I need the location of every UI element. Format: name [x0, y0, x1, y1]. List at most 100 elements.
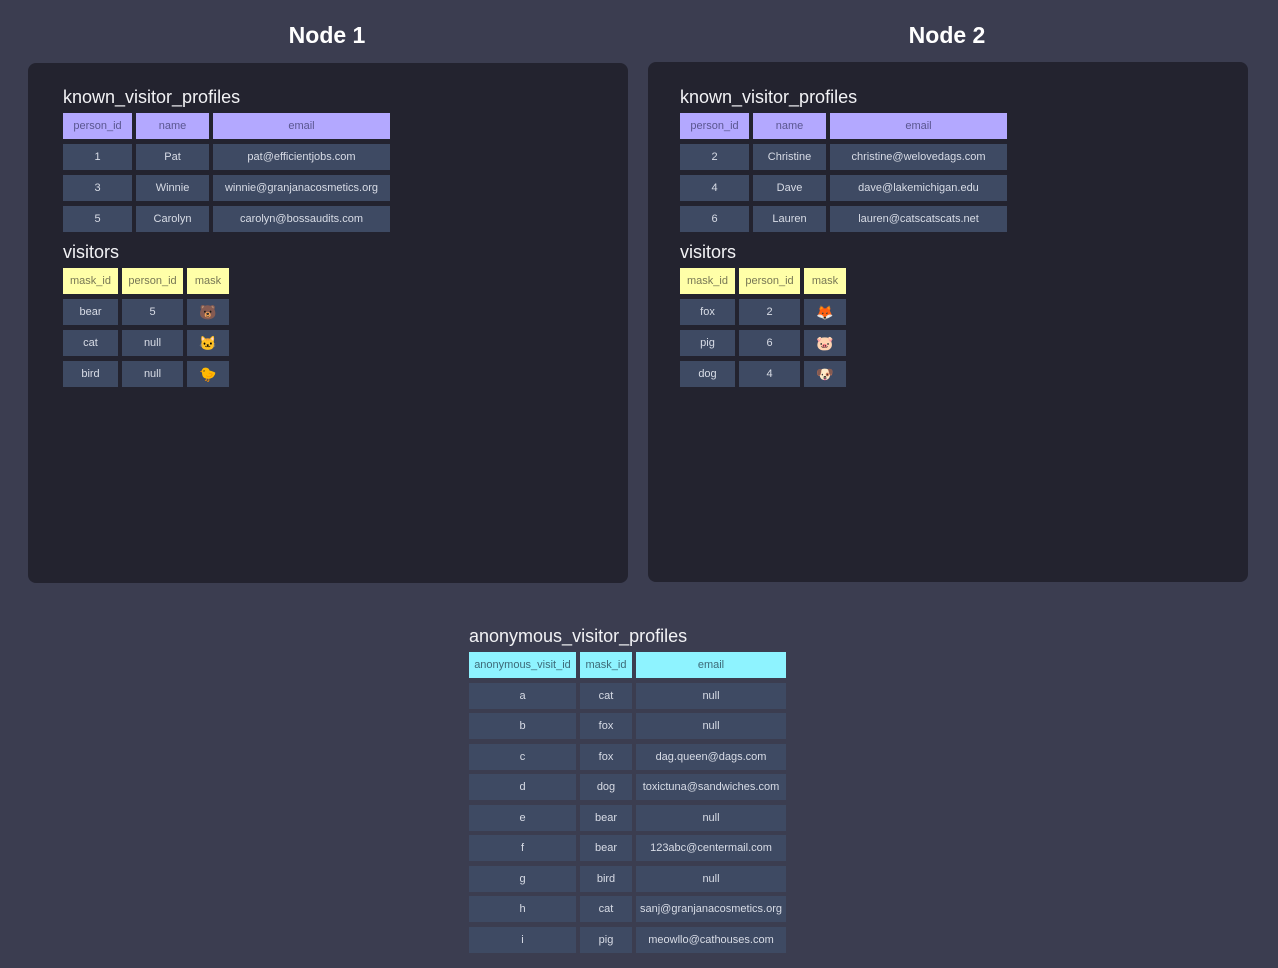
column-header: mask_id	[63, 268, 118, 294]
table-cell: null	[636, 865, 786, 892]
node-1-visitors: visitors mask_id person_id mask bear 5 🐻 cat nul…	[63, 240, 229, 392]
table-cell: a	[469, 682, 576, 709]
table-cell: fox	[680, 299, 735, 325]
table-row: g bird null	[469, 865, 786, 892]
table-cell: 1	[63, 144, 132, 170]
table-row: h cat sanj@granjanacosmetics.org	[469, 896, 786, 922]
mask-emoji-icon: 🐤	[187, 361, 229, 387]
table-cell: 4	[680, 175, 749, 201]
table-row: 1 Pat pat@efficientjobs.com	[63, 144, 390, 170]
table-cell: 4	[739, 361, 800, 387]
table-row: 4 Dave dave@lakemichigan.edu	[680, 175, 1007, 201]
table-name: anonymous_visitor_profiles	[469, 626, 688, 646]
node-2-title: Node 2	[908, 22, 986, 48]
table-name: known_visitor_profiles	[680, 87, 858, 107]
table-cell: 5	[122, 299, 183, 325]
mask-emoji-icon: 🐻	[187, 299, 229, 325]
table-cell: b	[469, 713, 576, 739]
table-cell: Dave	[753, 175, 826, 201]
table-cell: 123abc@centermail.com	[636, 835, 786, 861]
mask-emoji-icon: 🦊	[804, 299, 846, 325]
table-cell: Christine	[753, 144, 826, 170]
table-row: bear 5 🐻	[63, 299, 229, 325]
table-cell: dog	[580, 774, 632, 800]
table-cell: bird	[63, 361, 118, 387]
table-cell: null	[122, 330, 183, 356]
table-cell: e	[469, 804, 576, 831]
table-cell: Pat	[136, 144, 209, 170]
column-header: anonymous_visit_id	[469, 652, 576, 678]
table-row: f bear 123abc@centermail.com	[469, 835, 786, 861]
column-header: mask	[804, 268, 846, 294]
column-header: mask_id	[680, 268, 735, 294]
table-row: b fox null	[469, 713, 786, 739]
column-header: email	[213, 113, 390, 139]
table-cell: cat	[580, 896, 632, 922]
table-cell: Winnie	[136, 175, 209, 201]
table-cell: christine@welovedags.com	[830, 144, 1007, 170]
header-row: person_id name email	[63, 113, 390, 139]
table-row: c fox dag.queen@dags.com	[469, 743, 786, 770]
table-row: a cat null	[469, 682, 786, 709]
table-cell: f	[469, 835, 576, 861]
table-name: visitors	[63, 242, 120, 262]
mask-emoji-icon: 🐷	[804, 330, 846, 356]
table-cell: 5	[63, 206, 132, 232]
table-cell: cat	[580, 682, 632, 709]
node-2-known-visitor-profiles: known_visitor_profiles person_id name email…	[680, 85, 1007, 237]
table-cell: null	[636, 682, 786, 709]
table-cell: meowllo@cathouses.com	[636, 926, 786, 953]
header-row: mask_id person_id mask	[680, 268, 846, 294]
table-row: pig 6 🐷	[680, 330, 846, 356]
column-header: name	[753, 113, 826, 139]
table-cell: null	[122, 361, 183, 387]
table-cell: c	[469, 743, 576, 770]
table-cell: dog	[680, 361, 735, 387]
table-cell: fox	[580, 743, 632, 770]
column-header: person_id	[63, 113, 132, 139]
table-name: visitors	[680, 242, 737, 262]
table-cell: fox	[580, 713, 632, 739]
table-cell: 2	[739, 299, 800, 325]
table-cell: bird	[580, 865, 632, 892]
table-row: cat null 🐱	[63, 330, 229, 356]
table-cell: i	[469, 926, 576, 953]
table-cell: 6	[739, 330, 800, 356]
header-row: mask_id person_id mask	[63, 268, 229, 294]
column-header: email	[830, 113, 1007, 139]
node-2-visitors: visitors mask_id person_id mask fox 2 🦊 pig 6 🐷 do…	[680, 240, 846, 392]
table-row: bird null 🐤	[63, 361, 229, 387]
table-cell: dave@lakemichigan.edu	[830, 175, 1007, 201]
column-header: person_id	[122, 268, 183, 294]
table-row: d dog toxictuna@sandwiches.com	[469, 774, 786, 800]
table-cell: pig	[580, 926, 632, 953]
table-row: fox 2 🦊	[680, 299, 846, 325]
table-name: known_visitor_profiles	[63, 87, 241, 107]
mask-emoji-icon: 🐱	[187, 330, 229, 356]
table-cell: bear	[580, 835, 632, 861]
node-1-title: Node 1	[288, 22, 366, 48]
header-row: anonymous_visit_id mask_id email	[469, 652, 786, 678]
header-row: person_id name email	[680, 113, 1007, 139]
table-cell: carolyn@bossaudits.com	[213, 206, 390, 232]
table-cell: bear	[63, 299, 118, 325]
table-cell: winnie@granjanacosmetics.org	[213, 175, 390, 201]
column-header: name	[136, 113, 209, 139]
table-cell: bear	[580, 804, 632, 831]
table-cell: d	[469, 774, 576, 800]
table-cell: null	[636, 713, 786, 739]
table-cell: toxictuna@sandwiches.com	[636, 774, 786, 800]
table-row: 3 Winnie winnie@granjanacosmetics.org	[63, 175, 390, 201]
table-row: e bear null	[469, 804, 786, 831]
table-cell: 2	[680, 144, 749, 170]
table-cell: 3	[63, 175, 132, 201]
table-cell: Carolyn	[136, 206, 209, 232]
table-row: 2 Christine christine@welovedags.com	[680, 144, 1007, 170]
table-cell: dag.queen@dags.com	[636, 743, 786, 770]
table-cell: 6	[680, 206, 749, 232]
table-row: 6 Lauren lauren@catscatscats.net	[680, 206, 1007, 232]
table-row: 5 Carolyn carolyn@bossaudits.com	[63, 206, 390, 232]
mask-emoji-icon: 🐶	[804, 361, 846, 387]
table-row: i pig meowllo@cathouses.com	[469, 926, 786, 953]
table-cell: Lauren	[753, 206, 826, 232]
